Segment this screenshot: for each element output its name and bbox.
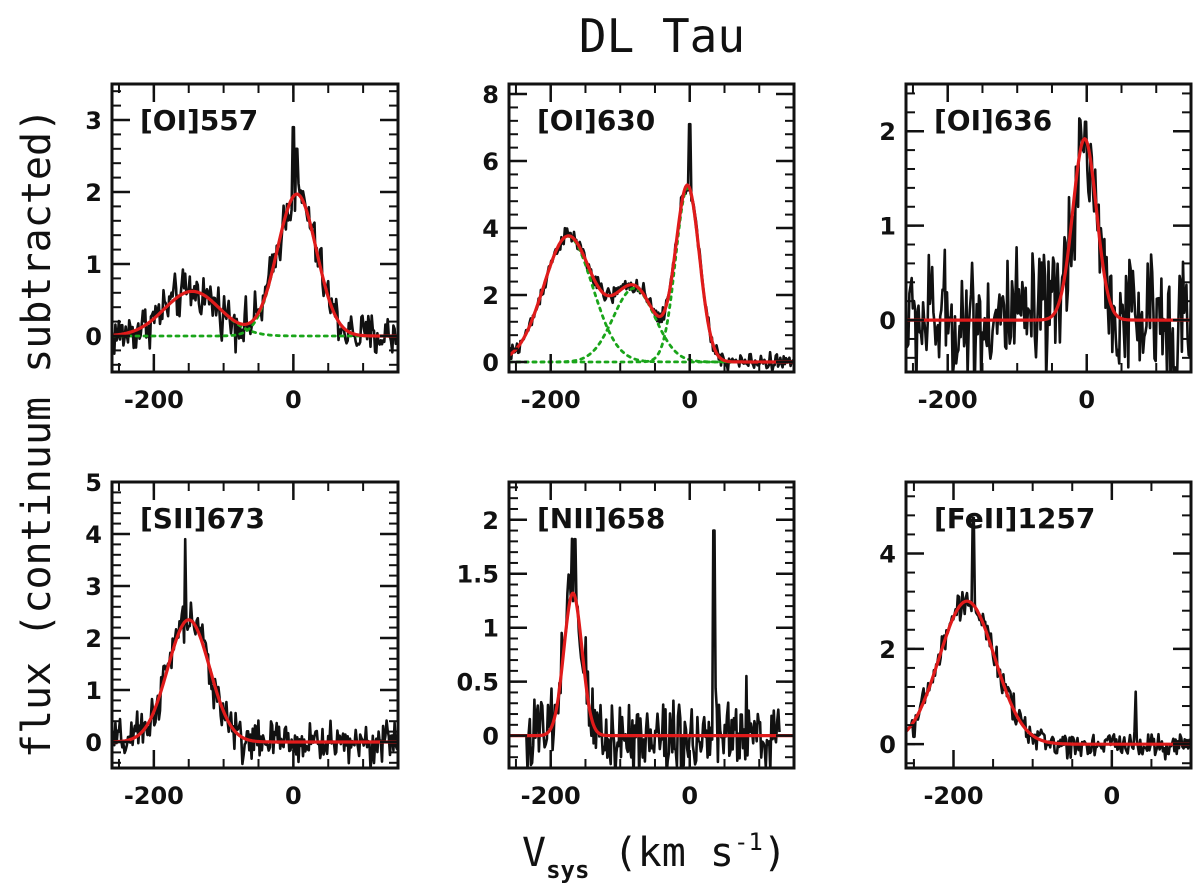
y-tick-label: 0.5 (456, 669, 499, 697)
y-tick-label: 2 (482, 507, 499, 535)
y-tick-label: 3 (85, 573, 102, 601)
panel-4: 0 1 2 3 4 5 -200 0 [SII]673 (85, 469, 400, 810)
panels: 0 1 2 3 -200 0 [OI]557 0 2 4 6 8 -200 0 [OI]630 0 1 2 -200… (85, 81, 1193, 810)
y-tick-label: 0 (482, 723, 499, 751)
line-label: [SII]673 (140, 502, 265, 535)
y-tick-label: 4 (879, 541, 896, 569)
panel-5: 0 0.5 1 1.5 2 -200 0 [NII]658 (456, 480, 796, 810)
x-axis-label-units: (km s (614, 830, 734, 876)
fit-component-3 (509, 186, 794, 364)
y-tick-label: 0 (482, 349, 499, 377)
y-tick-label: 1 (85, 677, 102, 705)
fit-component-1 (112, 290, 398, 338)
observed-spectrum (112, 537, 398, 768)
y-tick-label: 0 (879, 307, 896, 335)
y-tick-label: 0 (85, 323, 102, 351)
x-tick-label: -200 (124, 386, 184, 414)
y-tick-label: 0 (879, 731, 896, 759)
x-tick-label: 0 (285, 386, 302, 414)
y-tick-label: 2 (482, 282, 499, 310)
x-tick-label: -200 (923, 782, 983, 810)
x-tick-label: -200 (918, 386, 978, 414)
observed-spectrum (908, 516, 1191, 761)
line-label: [NII]658 (537, 502, 665, 535)
y-tick-label: 2 (85, 179, 102, 207)
x-tick-label: 0 (1103, 782, 1120, 810)
line-label: [OI]557 (140, 104, 258, 137)
fit-curve (906, 599, 1191, 746)
panel-1: 0 1 2 3 -200 0 [OI]557 (85, 82, 400, 414)
observed-spectrum (509, 122, 794, 372)
observed-spectrum (525, 529, 781, 768)
line-label: [OI]630 (537, 104, 655, 137)
observed-spectrum (906, 117, 1191, 372)
panel-frame (904, 82, 1193, 374)
y-tick-label: 4 (85, 521, 102, 549)
x-tick-label: -200 (521, 782, 581, 810)
y-tick-label: 1 (85, 251, 102, 279)
panel-6: 0 2 4 -200 0 [FeII]1257 (879, 480, 1193, 810)
fit-curve (509, 183, 794, 364)
x-tick-label: -200 (124, 782, 184, 810)
fit-curve (906, 137, 1191, 322)
fit-curve (112, 192, 398, 338)
y-tick-label: 3 (85, 107, 102, 135)
y-tick-label: 1 (879, 213, 896, 241)
panel-frame (507, 480, 796, 770)
y-tick-label: 1 (482, 615, 499, 643)
y-tick-label: 0 (85, 729, 102, 757)
y-tick-label: 2 (879, 118, 896, 146)
x-tick-label: 0 (681, 386, 698, 414)
fit-curve (509, 591, 794, 738)
y-tick-label: 4 (482, 215, 499, 243)
panel-3: 0 1 2 -200 0 [OI]636 (879, 82, 1193, 414)
x-axis-label-main: V (522, 830, 546, 876)
observed-spectrum (112, 125, 398, 355)
y-tick-label: 8 (482, 81, 499, 109)
y-tick-label: 2 (85, 625, 102, 653)
x-axis-label: Vsys (km s-1) (522, 828, 787, 884)
y-tick-label: 5 (85, 469, 102, 497)
x-tick-label: 0 (285, 782, 302, 810)
panel-frame (110, 82, 400, 374)
panel-frame (904, 480, 1193, 770)
panel-2: 0 2 4 6 8 -200 0 [OI]630 (482, 81, 796, 414)
y-tick-label: 2 (879, 636, 896, 664)
line-label: [OI]636 (934, 104, 1052, 137)
x-tick-label: 0 (681, 782, 698, 810)
y-tick-label: 6 (482, 148, 499, 176)
figure-title: DL Tau (579, 9, 745, 63)
x-tick-label: 0 (1078, 386, 1095, 414)
x-axis-label-close: ) (763, 830, 787, 876)
y-tick-label: 1.5 (456, 561, 499, 589)
panel-frame (110, 480, 400, 770)
line-label: [FeII]1257 (934, 502, 1095, 535)
fit-curve (112, 618, 398, 744)
x-axis-label-sub: sys (546, 856, 589, 884)
y-axis-label: flux (continuum subtracted) (14, 108, 60, 758)
x-axis-label-space (589, 830, 613, 876)
x-axis-label-exp: -1 (734, 828, 763, 856)
x-tick-label: -200 (521, 386, 581, 414)
